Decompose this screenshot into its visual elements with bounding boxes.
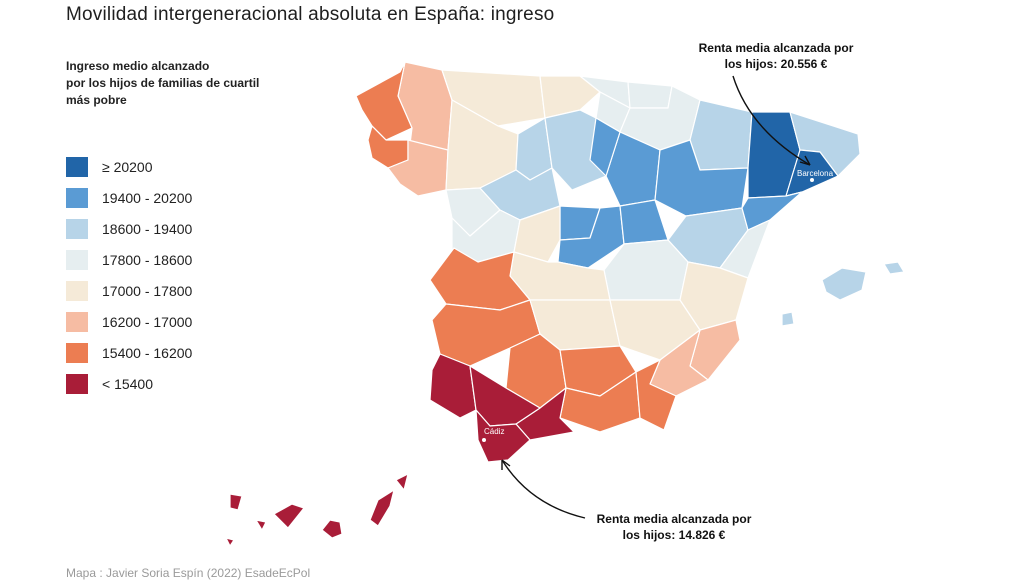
province-almeria [635, 359, 677, 431]
legend-item: 16200 - 17000 [66, 306, 192, 337]
legend-swatch [66, 218, 88, 239]
callout-cadiz: Renta media alcanzada por los hijos: 14.… [574, 511, 774, 543]
city-label-barcelona: Barcelona [797, 169, 834, 178]
legend-label: 16200 - 17000 [102, 313, 193, 330]
province-zaragoza [654, 139, 749, 217]
legend-title-line: por los hijos de familias de cuartil [66, 76, 260, 90]
province-las-palmas [321, 473, 409, 539]
city-label-cadiz: Cádiz [484, 427, 504, 436]
province-la-rioja [589, 117, 621, 177]
province-barcelona [785, 149, 839, 197]
province-tarragona [741, 191, 803, 231]
callout-barcelona: Renta media alcanzada por los hijos: 20.… [676, 40, 876, 72]
legend-item: 17800 - 18600 [66, 244, 192, 275]
province-avila [513, 205, 561, 263]
province-asturias [441, 69, 546, 127]
legend-swatch [66, 311, 88, 332]
legend-item: 18600 - 19400 [66, 213, 192, 244]
callout-line: Renta media alcanzada por [596, 512, 752, 526]
callout-line: los hijos: 20.556 € [724, 57, 828, 71]
legend-item: 15400 - 16200 [66, 337, 192, 368]
legend-label: < 15400 [102, 375, 153, 392]
province-huesca [689, 99, 753, 171]
callout-arrowhead-cadiz [501, 459, 511, 470]
map-title: Movilidad intergeneracional absoluta en … [66, 4, 555, 25]
source-credit: Mapa : Javier Soria Espín (2022) EsadeEc… [66, 566, 311, 580]
legend-item: 19400 - 20200 [66, 182, 192, 213]
callout-arrowhead-barcelona [799, 155, 811, 166]
legend-swatch [66, 249, 88, 270]
province-baleares [781, 261, 905, 327]
legend-label: ≥ 20200 [102, 158, 153, 175]
callout-arrow-cadiz [501, 459, 586, 519]
callout-line: los hijos: 14.826 € [622, 528, 726, 542]
legend-title: Ingreso medio alcanzado por los hijos de… [66, 58, 326, 109]
legend-label: 15400 - 16200 [102, 344, 193, 361]
legend-swatch [66, 373, 88, 394]
legend-swatch [66, 280, 88, 301]
callout-line: Renta media alcanzada por [698, 41, 854, 55]
province-guadalajara [619, 199, 669, 245]
barcelona-marker [810, 178, 814, 182]
legend-label: 17800 - 18600 [102, 251, 193, 268]
legend-swatch [66, 187, 88, 208]
province-santa-cruz [225, 493, 305, 547]
cadiz-marker [482, 438, 486, 442]
legend-title-line: más pobre [66, 93, 127, 107]
legend-label: 19400 - 20200 [102, 189, 193, 206]
legend-swatch [66, 342, 88, 363]
callout-arrow-barcelona [732, 75, 811, 166]
legend: ≥ 20200 19400 - 20200 18600 - 19400 1780… [66, 151, 192, 399]
province-guipuzcoa [627, 81, 673, 109]
legend-swatch [66, 156, 88, 177]
legend-title-line: Ingreso medio alcanzado [66, 59, 210, 73]
legend-item: ≥ 20200 [66, 151, 192, 182]
province-a-coruna [355, 61, 413, 141]
province-cantabria [539, 75, 601, 119]
legend-label: 17000 - 17800 [102, 282, 193, 299]
legend-label: 18600 - 19400 [102, 220, 193, 237]
legend-item: 17000 - 17800 [66, 275, 192, 306]
legend-item: < 15400 [66, 368, 192, 399]
province-cadiz [475, 409, 531, 463]
